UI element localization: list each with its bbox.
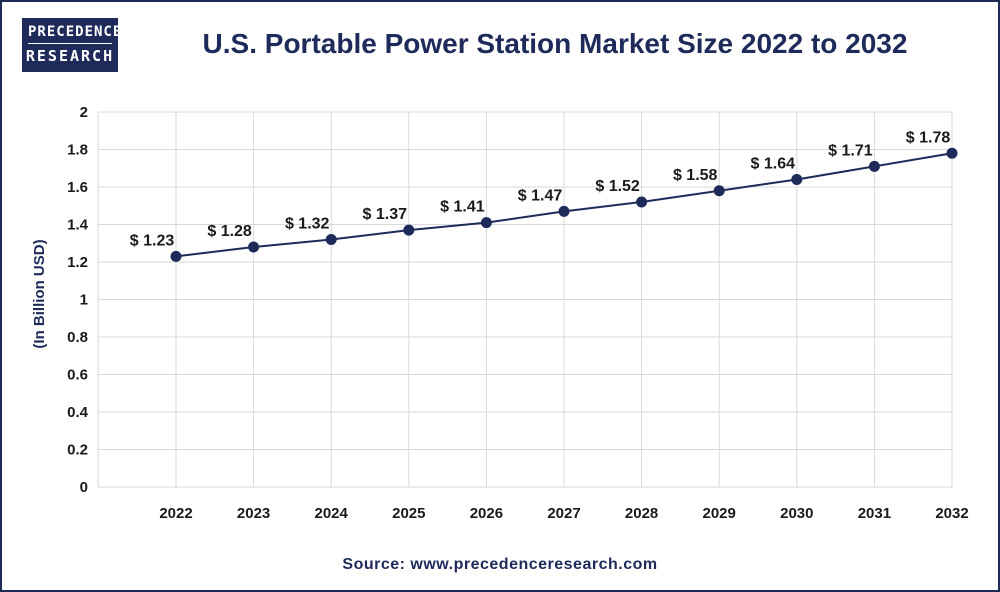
x-tick-label: 2024	[315, 505, 349, 522]
chart-title: U.S. Portable Power Station Market Size …	[202, 28, 908, 59]
y-tick-label: 2	[80, 104, 88, 121]
grid-lines	[97, 111, 953, 488]
y-tick-label: 1.8	[67, 142, 88, 159]
x-tick-label: 2023	[237, 505, 270, 522]
y-axis-ticks: 0 0.2 0.4 0.6 0.8 1 1.2 1.4 1.6 1.8 2	[67, 104, 89, 496]
x-axis-ticks: 2022 2023 2024 2025 2026 2027 2028 2029 2030 2031…	[159, 505, 968, 522]
y-tick-label: 0	[80, 479, 88, 496]
data-label: $ 1.28	[207, 223, 252, 240]
precedence-research-logo: PRECEDENCE RESEARCH	[22, 18, 121, 72]
y-tick-label: 0.6	[67, 367, 88, 384]
data-label: $ 1.47	[518, 187, 563, 204]
data-label: $ 1.52	[595, 178, 640, 195]
x-tick-label: 2025	[392, 505, 425, 522]
data-label: $ 1.41	[440, 199, 485, 216]
x-tick-label: 2027	[547, 505, 580, 522]
data-labels: $ 1.23 $ 1.28 $ 1.32 $ 1.37 $ 1.41 $ 1.47 $ 1.…	[130, 129, 951, 249]
x-tick-label: 2030	[780, 505, 813, 522]
data-point	[248, 241, 260, 253]
y-tick-label: 1.4	[67, 217, 89, 234]
data-label: $ 1.23	[130, 232, 175, 249]
data-point	[713, 185, 725, 197]
y-tick-label: 1.2	[67, 254, 88, 271]
data-point	[480, 217, 492, 229]
data-series	[170, 147, 958, 262]
data-label: $ 1.58	[673, 167, 718, 184]
y-tick-label: 1.6	[67, 179, 88, 196]
data-label: $ 1.64	[751, 156, 796, 173]
data-point	[868, 160, 880, 172]
data-label: $ 1.78	[906, 129, 951, 146]
logo-line-1: PRECEDENCE	[28, 18, 121, 44]
y-tick-label: 0.8	[67, 329, 88, 346]
data-point	[636, 196, 648, 208]
y-tick-label: 0.2	[67, 442, 88, 459]
source-text: Source: www.precedenceresearch.com	[342, 556, 658, 573]
x-tick-label: 2031	[858, 505, 891, 522]
y-axis-label: (In Billion USD)	[31, 239, 48, 348]
data-point	[325, 234, 337, 245]
x-tick-label: 2029	[703, 505, 736, 522]
data-point	[170, 250, 182, 262]
data-label: $ 1.37	[363, 206, 408, 223]
data-label: $ 1.71	[828, 142, 873, 159]
data-point	[946, 147, 958, 159]
y-tick-label: 1	[80, 292, 88, 309]
y-tick-label: 0.4	[67, 404, 89, 421]
logo-line-2: RESEARCH	[25, 47, 115, 65]
data-point	[403, 224, 415, 236]
x-tick-label: 2026	[470, 505, 503, 522]
data-point	[791, 174, 803, 185]
x-tick-label: 2032	[935, 505, 968, 522]
data-label: $ 1.32	[285, 216, 330, 233]
data-point	[558, 205, 570, 217]
x-tick-label: 2028	[625, 505, 658, 522]
x-tick-label: 2022	[159, 505, 192, 522]
